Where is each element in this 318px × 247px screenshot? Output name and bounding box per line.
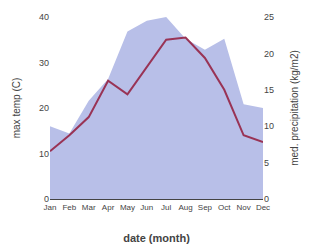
svg-text:Mar: Mar — [82, 203, 96, 212]
svg-text:Sep: Sep — [198, 203, 213, 212]
svg-text:10: 10 — [264, 121, 274, 131]
svg-text:0: 0 — [264, 194, 269, 204]
svg-text:date (month): date (month) — [123, 232, 190, 244]
svg-text:Feb: Feb — [62, 203, 76, 212]
svg-text:20: 20 — [264, 49, 274, 59]
svg-text:5: 5 — [264, 158, 269, 168]
svg-text:Aug: Aug — [178, 203, 192, 212]
svg-text:40: 40 — [39, 12, 49, 22]
svg-text:med. precipitation (kg/m2): med. precipitation (kg/m2) — [289, 50, 300, 166]
svg-text:Jul: Jul — [161, 203, 171, 212]
svg-text:Apr: Apr — [102, 203, 115, 212]
svg-text:max temp (C): max temp (C) — [11, 78, 22, 139]
svg-text:May: May — [120, 203, 135, 212]
svg-text:Dec: Dec — [256, 203, 270, 212]
svg-text:30: 30 — [39, 58, 49, 68]
svg-text:Jun: Jun — [140, 203, 153, 212]
svg-text:25: 25 — [264, 12, 274, 22]
svg-text:20: 20 — [39, 103, 49, 113]
svg-text:Oct: Oct — [218, 203, 231, 212]
svg-text:Nov: Nov — [237, 203, 251, 212]
svg-text:15: 15 — [264, 85, 274, 95]
svg-text:0: 0 — [44, 194, 49, 204]
svg-text:10: 10 — [39, 149, 49, 159]
svg-text:Jan: Jan — [44, 203, 57, 212]
